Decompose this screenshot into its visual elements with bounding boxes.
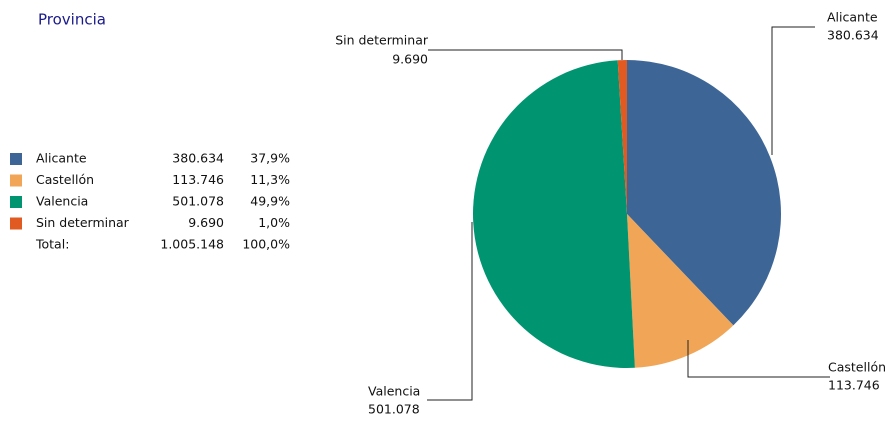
legend-value: 501.078 xyxy=(172,194,224,209)
slice-value-label: 113.746 xyxy=(828,378,880,393)
leader-line xyxy=(771,26,815,155)
leader-line xyxy=(427,222,473,401)
slice-label: Castellón xyxy=(828,360,886,375)
pie-slice xyxy=(472,60,635,369)
legend-swatch xyxy=(10,196,22,208)
slice-label: Alicante xyxy=(827,10,878,25)
pie-slice xyxy=(617,60,627,214)
legend-label: Valencia xyxy=(36,194,88,209)
legend-percent: 1,0% xyxy=(258,215,290,230)
pie-slice xyxy=(627,60,781,326)
legend-value: 9.690 xyxy=(188,215,224,230)
slice-value-label: 380.634 xyxy=(827,28,879,43)
legend-swatch xyxy=(10,217,22,230)
legend-label: Alicante xyxy=(36,151,87,166)
leader-line xyxy=(687,340,830,378)
legend-percent: 11,3% xyxy=(250,172,290,187)
leader-line xyxy=(428,49,623,60)
legend-label: Sin determinar xyxy=(36,215,130,230)
slice-value-label: 9.690 xyxy=(392,52,428,67)
total-label: Total: xyxy=(35,237,69,252)
legend-percent: 49,9% xyxy=(250,194,290,209)
legend-swatch xyxy=(10,153,22,165)
legend-value: 380.634 xyxy=(172,151,224,166)
slice-label: Valencia xyxy=(368,384,420,399)
total-value: 1.005.148 xyxy=(160,237,224,252)
legend-percent: 37,9% xyxy=(250,151,290,166)
legend-value: 113.746 xyxy=(172,172,224,187)
legend-label: Castellón xyxy=(36,172,94,187)
slice-label: Sin determinar xyxy=(335,33,429,48)
chart-title: Provincia xyxy=(38,11,106,29)
pie-slice xyxy=(627,214,734,368)
slice-value-label: 501.078 xyxy=(368,402,420,417)
total-percent: 100,0% xyxy=(242,237,290,252)
legend-swatch xyxy=(10,174,22,187)
